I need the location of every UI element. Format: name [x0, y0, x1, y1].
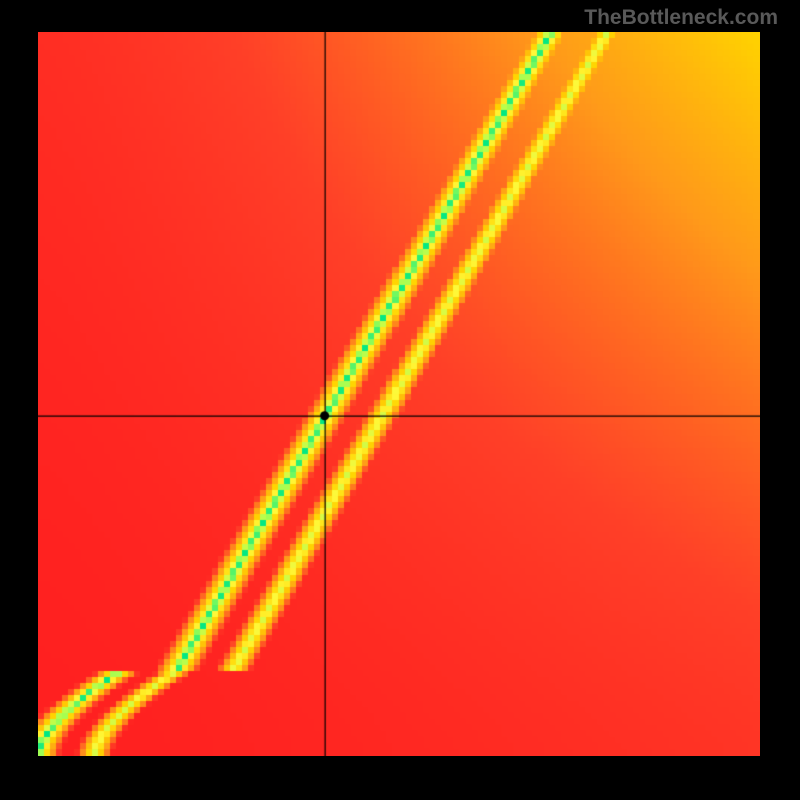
attribution-text: TheBottleneck.com: [584, 6, 778, 30]
bottleneck-heatmap: [38, 32, 760, 756]
outer-frame: TheBottleneck.com: [0, 0, 800, 800]
